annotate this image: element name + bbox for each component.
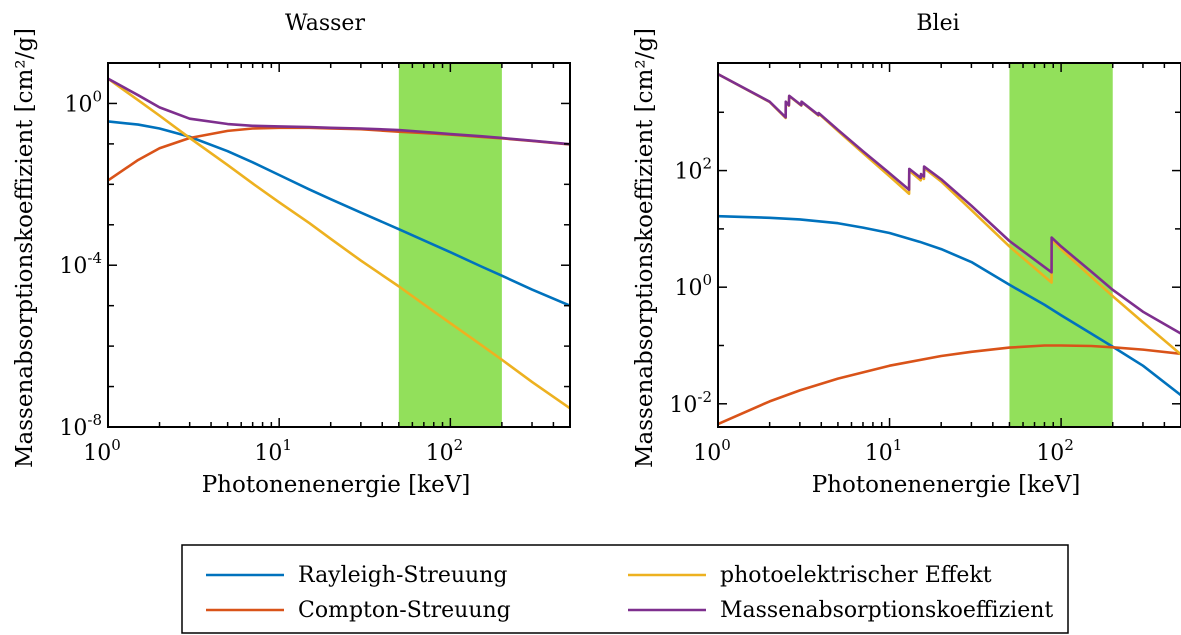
chart-title: Blei [916,11,959,36]
series-line-4 [108,77,570,146]
chart-title: Wasser [285,11,365,36]
chart-blei: Blei Photonenenergie [keV] Massenabsorpt… [632,11,1181,498]
series-line-2 [718,344,1181,426]
y-tick-label: 100 [64,87,102,117]
y-axis-label-text: Massenabsorptionskoeffizient [cm²/g] [12,28,38,468]
shaded-band [398,63,502,427]
plot-frame [107,62,571,428]
legend-label: Massenabsorptionskoeffizient [720,598,1053,623]
x-tick-label: 100 [83,436,121,466]
x-tick-label: 101 [865,436,903,466]
y-tick-label: 10-4 [59,249,102,279]
x-axis-label: Photonenenergie [keV] [202,472,471,498]
legend-label: Rayleigh-Streuung [298,563,507,588]
y-tick-label: 102 [674,155,712,185]
x-tick-label: 101 [254,436,292,466]
series-line-1 [718,214,1181,397]
series-group [108,77,570,410]
x-tick-label: 102 [1036,436,1074,466]
legend: Rayleigh-Streuung Compton-Streuung photoel… [181,544,1069,634]
legend-box [181,544,1069,634]
y-axis-label-text: Massenabsorptionskoeffizient [cm²/g] [632,28,658,468]
x-axis-label: Photonenenergie [keV] [812,472,1081,498]
x-tick-label: 100 [693,436,731,466]
series-line-1 [108,120,570,307]
y-tick-label: 10-2 [669,388,712,418]
series-line-3 [108,77,570,410]
y-axis-label: Massenabsorptionskoeffizient [cm²/g] [12,28,38,468]
plot-frame [717,62,1181,428]
y-tick-label: 100 [674,271,712,301]
y-axis-label: Massenabsorptionskoeffizient [cm²/g] [632,28,658,468]
chart-wasser: Wasser Photonenenergie [keV] Massenabsor… [12,11,571,498]
legend-label: photoelektrischer Effekt [720,563,992,588]
series-group [718,72,1181,426]
series-line-4 [718,72,1181,335]
y-tick-label: 10-8 [59,411,102,441]
x-tick-label: 102 [426,436,464,466]
legend-label: Compton-Streuung [298,598,511,623]
